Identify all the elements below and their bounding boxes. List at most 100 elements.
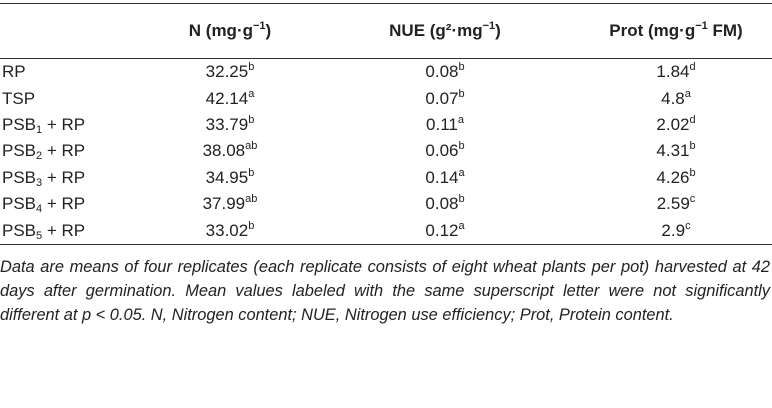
text: + RP	[42, 141, 86, 161]
row-label: PSB5 + RP	[0, 217, 150, 245]
value-cell: 0.08b	[310, 191, 580, 217]
row-label: PSB4 + RP	[0, 191, 150, 217]
table-row: PSB1 + RP 33.79b 0.11a 2.02d	[0, 112, 772, 138]
value-cell: 0.12a	[310, 217, 580, 245]
corner-cell	[0, 3, 150, 59]
value: 33.79	[205, 114, 249, 134]
text: Prot (mg·g	[609, 21, 696, 40]
text: + RP	[42, 167, 86, 187]
significance-letter: b	[458, 140, 465, 153]
significance-letter: b	[689, 140, 696, 153]
significance-letter: b	[458, 87, 465, 100]
value: 32.25	[205, 62, 249, 82]
value-cell: 0.08b	[310, 59, 580, 86]
value: 1.84	[656, 62, 690, 82]
significance-letter: b	[248, 113, 255, 126]
value: 34.95	[205, 167, 249, 187]
row-label: PSB2 + RP	[0, 138, 150, 164]
value-cell: 0.14a	[310, 165, 580, 191]
value-cell: 2.9c	[580, 217, 772, 245]
value-cell: 2.02d	[580, 112, 772, 138]
significance-letter: a	[248, 87, 255, 100]
significance-letter: b	[458, 193, 465, 206]
value-cell: 4.26b	[580, 165, 772, 191]
value-cell: 32.25b	[150, 59, 310, 86]
value: 0.12	[425, 220, 459, 240]
table-row: PSB5 + RP 33.02b 0.12a 2.9c	[0, 217, 772, 245]
value: 2.59	[656, 194, 690, 214]
text: + RP	[42, 194, 86, 214]
value: 0.08	[425, 194, 459, 214]
value: 37.99	[202, 194, 246, 214]
row-label: PSB3 + RP	[0, 165, 150, 191]
significance-letter: b	[248, 219, 255, 232]
subscript: 3	[36, 176, 43, 189]
subscript: 1	[36, 123, 43, 136]
superscript: −1	[482, 20, 496, 32]
value: 4.31	[656, 141, 690, 161]
table-row: RP 32.25b 0.08b 1.84d	[0, 59, 772, 86]
text: PSB	[2, 167, 37, 187]
value: 0.14	[425, 167, 459, 187]
header-row: N (mg·g−1) NUE (g²·mg−1) Prot (mg·g−1 FM)	[0, 3, 772, 59]
text: PSB	[2, 114, 37, 134]
text: + RP	[42, 114, 86, 134]
significance-letter: a	[457, 113, 464, 126]
value-cell: 4.31b	[580, 138, 772, 164]
value: 4.8	[661, 88, 685, 108]
value-cell: 0.07b	[310, 85, 580, 111]
text: PSB	[2, 141, 37, 161]
value-cell: 0.06b	[310, 138, 580, 164]
value: 0.08	[425, 62, 459, 82]
significance-letter: d	[689, 61, 696, 74]
subscript: 5	[36, 229, 43, 242]
significance-letter: b	[458, 61, 465, 74]
significance-letter: ab	[245, 140, 258, 153]
value-cell: 34.95b	[150, 165, 310, 191]
value: 0.07	[425, 88, 459, 108]
superscript: −1	[695, 20, 708, 32]
significance-letter: a	[684, 87, 691, 100]
significance-letter: d	[689, 113, 696, 126]
data-table: N (mg·g−1) NUE (g²·mg−1) Prot (mg·g−1 FM) …	[0, 3, 772, 245]
value: 0.11	[426, 114, 458, 134]
significance-letter: c	[689, 193, 696, 206]
value: 2.02	[656, 114, 690, 134]
value-cell: 4.8a	[580, 85, 772, 111]
significance-letter: a	[458, 219, 465, 232]
table-row: PSB3 + RP 34.95b 0.14a 4.26b	[0, 165, 772, 191]
significance-letter: ab	[245, 193, 258, 206]
footnote: Data are means of four replicates (each …	[0, 257, 770, 324]
text: )	[265, 21, 272, 40]
significance-letter: b	[248, 166, 255, 179]
text: PSB	[2, 220, 37, 240]
value-cell: 1.84d	[580, 59, 772, 86]
column-header: Prot (mg·g−1 FM)	[580, 3, 772, 59]
table-row: PSB4 + RP 37.99ab 0.08b 2.59c	[0, 191, 772, 217]
value: 33.02	[205, 220, 249, 240]
text: PSB	[2, 194, 37, 214]
significance-letter: c	[685, 219, 691, 232]
significance-letter: b	[689, 166, 696, 179]
value-cell: 33.79b	[150, 112, 310, 138]
column-header: N (mg·g−1)	[150, 3, 310, 59]
table-body: RP 32.25b 0.08b 1.84d TSP 42.14a 0.07b 4.8a PSB1…	[0, 59, 772, 245]
text: RP	[2, 62, 26, 82]
value: 4.26	[656, 167, 690, 187]
value: 42.14	[205, 88, 249, 108]
text: NUE (g²·mg	[389, 21, 483, 40]
value-cell: 2.59c	[580, 191, 772, 217]
column-header: NUE (g²·mg−1)	[310, 3, 580, 59]
value-cell: 37.99ab	[150, 191, 310, 217]
text: N (mg·g	[188, 21, 253, 40]
superscript: −1	[253, 20, 266, 32]
row-label: TSP	[0, 85, 150, 111]
significance-letter: b	[248, 61, 255, 74]
value-cell: 33.02b	[150, 217, 310, 245]
row-label: PSB1 + RP	[0, 112, 150, 138]
text: )	[495, 21, 501, 40]
text: + RP	[42, 220, 86, 240]
text: FM)	[707, 21, 743, 40]
value: 0.06	[425, 141, 459, 161]
